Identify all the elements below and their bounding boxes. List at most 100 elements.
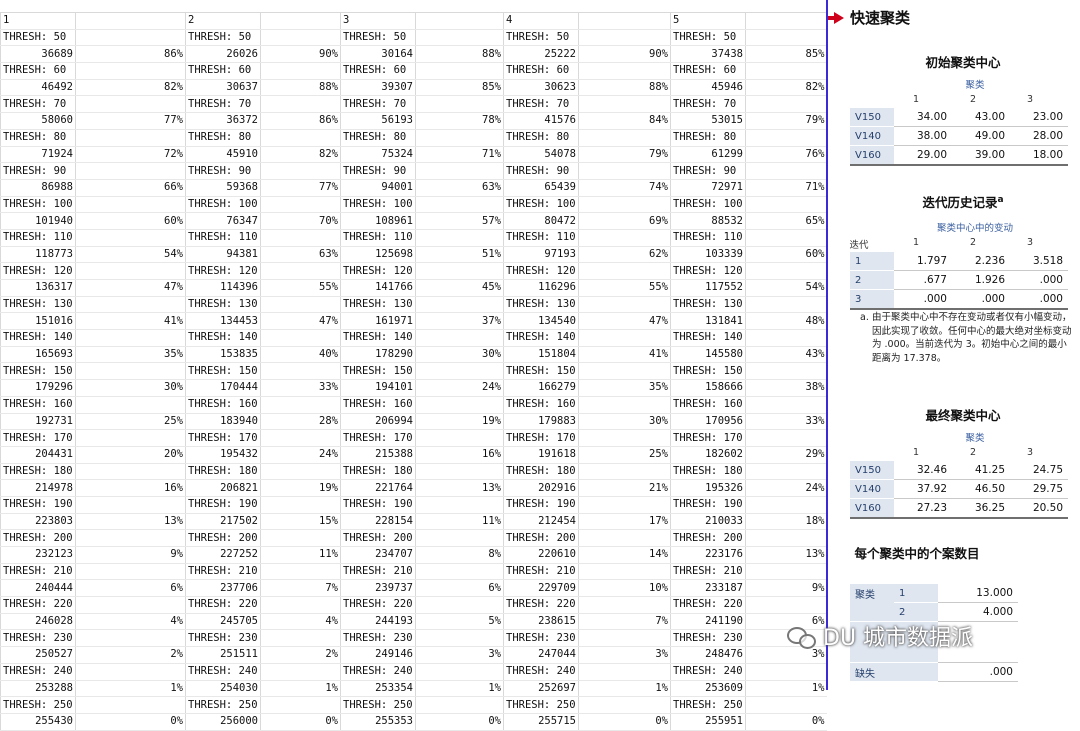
output-heading[interactable]: 快速聚类 — [828, 7, 910, 28]
empty-cell — [745, 129, 827, 147]
table-row: 3.000.000.000 — [850, 289, 1068, 310]
count-cell: 53015 — [670, 112, 746, 130]
counts-row — [850, 621, 1018, 663]
count-cell: 210033 — [670, 513, 746, 531]
percent-cell: 25% — [578, 446, 671, 464]
percent-cell: 78% — [415, 112, 504, 130]
col-header: 3 — [1026, 447, 1034, 458]
threshold-label: THRESH: 180 — [0, 463, 76, 481]
threshold-label: THRESH: 220 — [670, 596, 746, 614]
empty-cell — [745, 29, 827, 47]
value-row: 86988 66% 59368 77% 94001 63% 65439 74% 72971 71% — [0, 179, 827, 197]
value-row: 246028 4% 245705 4% 244193 5% 238615 7% 241190 6% — [0, 613, 827, 631]
watermark-text: DU 城市数据派 — [823, 626, 974, 651]
final-cluster-subheader: 聚类 — [965, 433, 985, 444]
percent-cell: 47% — [260, 312, 341, 331]
empty-cell — [415, 696, 504, 714]
threshold-label: THRESH: 160 — [503, 396, 579, 414]
empty-cell — [578, 362, 671, 381]
threshold-label: THRESH: 60 — [670, 62, 746, 80]
empty-cell — [415, 463, 504, 481]
threshold-label: THRESH: 160 — [185, 396, 261, 414]
threshold-label: THRESH: 200 — [340, 529, 416, 547]
threshold-label: THRESH: 240 — [340, 663, 416, 681]
threshold-label: THRESH: 80 — [0, 129, 76, 147]
percent-cell: 7% — [578, 613, 671, 631]
empty-cell — [415, 262, 504, 280]
cell-value: 39.00 — [952, 145, 1010, 166]
empty-cell — [415, 529, 504, 547]
count-cell: 212454 — [503, 513, 579, 531]
percent-cell: 90% — [578, 45, 671, 64]
empty-cell — [578, 629, 671, 648]
initial-cluster-subheader: 聚类 — [965, 80, 985, 91]
percent-cell: 1% — [415, 680, 504, 698]
cluster-count: 13.000 — [938, 584, 1018, 603]
iteration-history-table: 1 1.797 2.236 3.518 2.677 1.926.000 3.000.000.… — [850, 252, 1068, 310]
percent-cell: 17% — [578, 513, 671, 531]
empty-cell — [415, 663, 504, 681]
percent-cell: 0% — [578, 713, 671, 731]
table-row: 2.677 1.926.000 — [850, 270, 1068, 290]
count-cell: 71924 — [0, 146, 76, 164]
threshold-label: THRESH: 50 — [0, 29, 76, 47]
count-cell: 233187 — [670, 579, 746, 598]
threshold-row: THRESH: 160 THRESH: 160 THRESH: 160 THRESH:… — [0, 396, 827, 414]
percent-cell: 9% — [75, 546, 186, 564]
column-header: 4 — [503, 12, 579, 30]
cell-value: 41.25 — [952, 461, 1010, 480]
threshold-label: THRESH: 70 — [670, 95, 746, 114]
empty-cell — [75, 663, 186, 681]
threshold-label: THRESH: 120 — [185, 262, 261, 280]
threshold-row: THRESH: 170 THRESH: 170 THRESH: 170 THRESH:… — [0, 429, 827, 447]
threshold-row: THRESH: 120 THRESH: 120 THRESH: 120 THRESH:… — [0, 262, 827, 280]
percent-cell: 88% — [578, 79, 671, 97]
count-cell: 253354 — [340, 680, 416, 698]
col-header: 2 — [969, 237, 977, 248]
count-cell: 170956 — [670, 413, 746, 431]
row-label: V150 — [850, 461, 894, 480]
threshold-label: THRESH: 240 — [0, 663, 76, 681]
value-row: 101940 60% 76347 70% 108961 57% 80472 69% 88532 6… — [0, 212, 827, 230]
percent-cell: 3% — [745, 646, 827, 664]
count-cell: 170444 — [185, 379, 261, 397]
percent-cell: 84% — [578, 112, 671, 130]
percent-cell: 76% — [745, 146, 827, 164]
threshold-label: THRESH: 250 — [185, 696, 261, 714]
wechat-icon — [787, 625, 817, 649]
percent-cell: 2% — [75, 646, 186, 664]
threshold-label: THRESH: 90 — [340, 162, 416, 180]
cell-value: 23.00 — [1010, 108, 1068, 127]
percent-cell: 38% — [745, 379, 827, 397]
percent-cell: 35% — [75, 346, 186, 364]
percent-cell: 2% — [260, 646, 341, 664]
empty-cell — [260, 129, 341, 147]
cluster-key: 2 — [894, 602, 938, 622]
count-cell: 30637 — [185, 79, 261, 97]
count-cell: 253609 — [670, 680, 746, 698]
threshold-row: THRESH: 240 THRESH: 240 THRESH: 240 THRESH:… — [0, 663, 827, 681]
count-cell: 256000 — [185, 713, 261, 731]
empty-cell — [260, 262, 341, 280]
count-cell: 255951 — [670, 713, 746, 731]
count-cell: 37438 — [670, 45, 746, 64]
empty-cell — [415, 596, 504, 614]
col-header: 3 — [1026, 94, 1034, 105]
threshold-label: THRESH: 130 — [0, 296, 76, 314]
empty-cell — [75, 262, 186, 280]
count-cell: 151016 — [0, 312, 76, 331]
count-cell: 145580 — [670, 346, 746, 364]
threshold-label: THRESH: 220 — [185, 596, 261, 614]
pane-divider[interactable] — [826, 0, 828, 690]
column-header-spacer — [578, 12, 671, 30]
percent-cell: 0% — [75, 713, 186, 731]
table-row: V150 34.00 43.00 23.00 — [850, 108, 1068, 127]
empty-cell — [75, 563, 186, 581]
empty-cell — [578, 229, 671, 247]
empty-cell — [75, 162, 186, 180]
percent-cell: 1% — [75, 680, 186, 698]
threshold-label: THRESH: 230 — [340, 629, 416, 648]
percent-cell: 69% — [578, 212, 671, 230]
percent-cell: 7% — [260, 579, 341, 598]
count-cell: 183940 — [185, 413, 261, 431]
